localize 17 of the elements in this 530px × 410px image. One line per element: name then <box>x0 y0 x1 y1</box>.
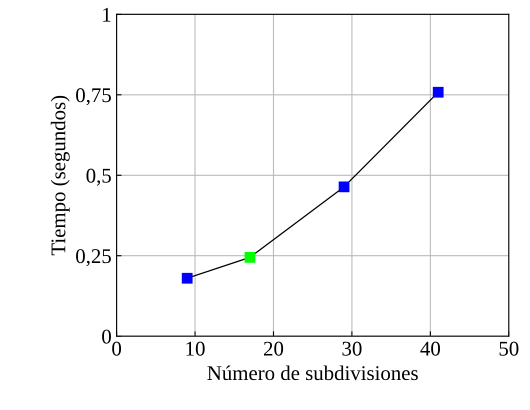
x-tick-label: 40 <box>420 342 440 356</box>
y-tick-label: 0 <box>102 330 111 344</box>
x-tick-label: 50 <box>500 342 518 356</box>
y-axis-title: Tiempo (segundos) <box>50 96 70 256</box>
y-tick-label: 0,75 <box>76 88 111 106</box>
point <box>338 181 350 192</box>
y-tick-label: 1 <box>103 8 110 22</box>
x-tick-label: 20 <box>264 342 284 356</box>
point <box>432 86 444 98</box>
x-tick-label: 30 <box>342 342 362 356</box>
point <box>182 272 193 284</box>
point <box>244 252 256 263</box>
x-axis-title: Número de subdivisiones <box>207 365 418 380</box>
x-tick-label: 10 <box>186 342 205 356</box>
y-tick-label: 0,5 <box>86 168 111 186</box>
x-tick-label: 0 <box>112 342 122 356</box>
y-tick-label: 0,25 <box>76 249 111 266</box>
